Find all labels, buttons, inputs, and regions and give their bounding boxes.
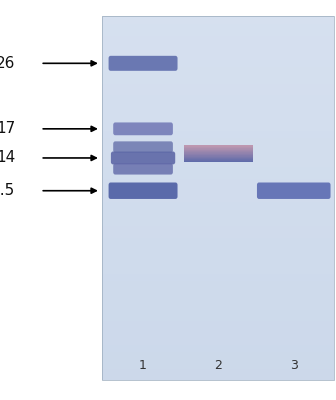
Text: 26: 26 [0,56,15,71]
FancyBboxPatch shape [113,141,173,153]
Bar [183,160,253,161]
FancyBboxPatch shape [109,56,177,71]
Text: 1: 1 [139,359,147,372]
Bar [183,148,253,149]
FancyBboxPatch shape [109,182,177,199]
Bar [183,147,253,148]
Bar [183,152,253,153]
Bar [183,155,253,156]
Bar [183,145,253,146]
Bar [183,154,253,155]
Bar [102,16,334,380]
Bar [183,161,253,162]
FancyBboxPatch shape [113,163,173,174]
Bar [183,153,253,154]
FancyBboxPatch shape [113,122,173,135]
Text: 17: 17 [0,121,15,136]
Bar [183,149,253,150]
FancyBboxPatch shape [111,152,175,164]
Text: 2: 2 [214,359,222,372]
Text: 6.5: 6.5 [0,183,15,198]
Text: 3: 3 [290,359,298,372]
Bar [183,158,253,159]
Text: 14: 14 [0,150,15,166]
Bar [183,159,253,160]
Bar [183,156,253,157]
Bar [183,150,253,151]
Bar [183,151,253,152]
Bar [183,157,253,158]
FancyBboxPatch shape [257,182,331,199]
Bar [183,146,253,147]
